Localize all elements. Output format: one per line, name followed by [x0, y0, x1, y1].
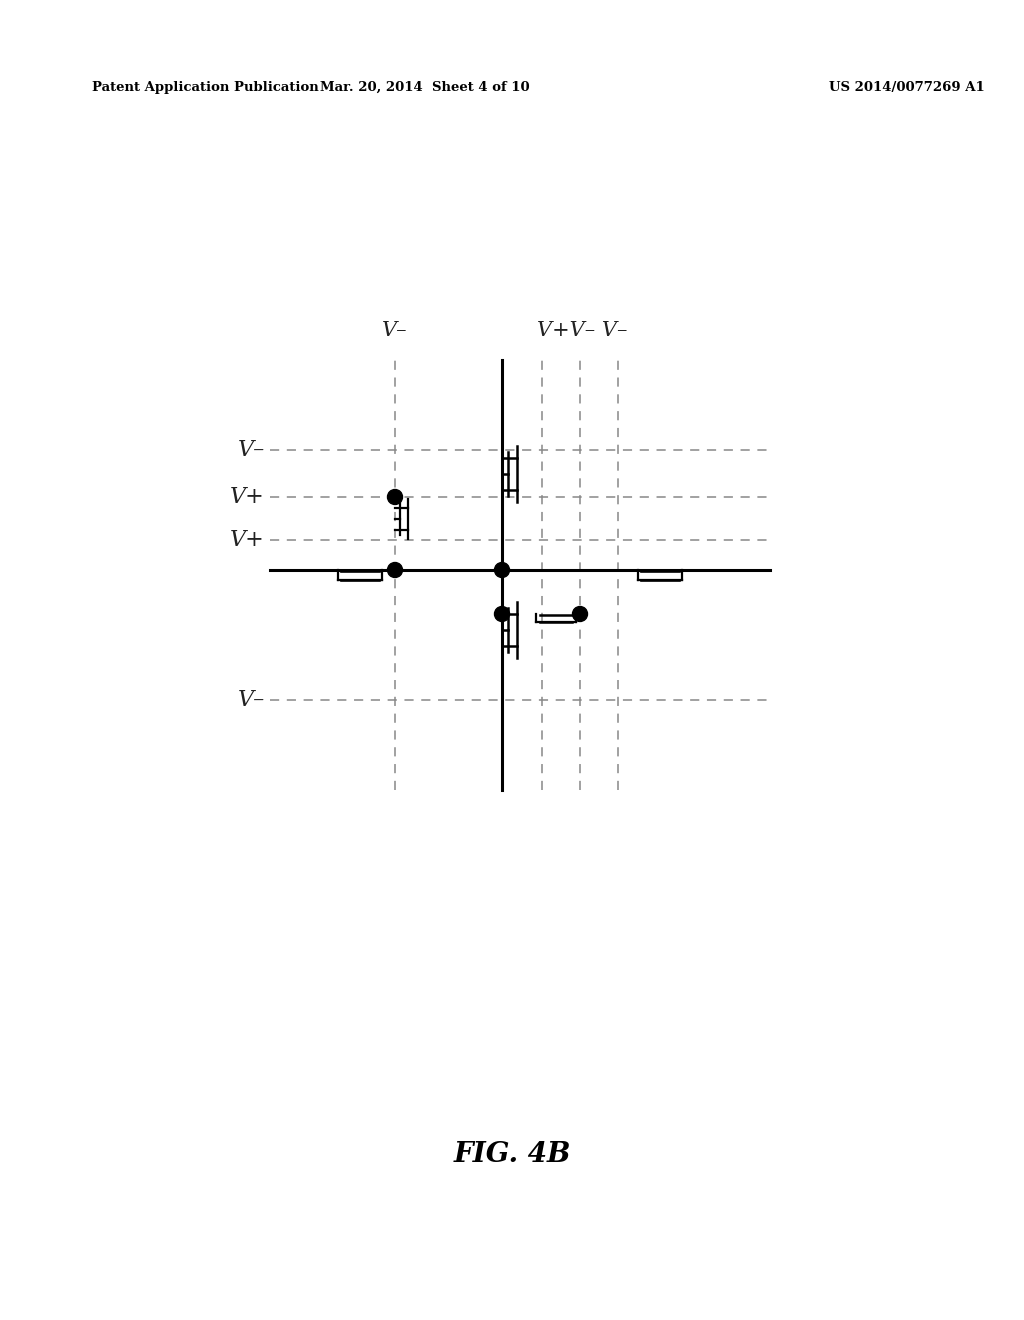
Circle shape	[387, 490, 402, 504]
Circle shape	[387, 562, 402, 578]
Text: Patent Application Publication: Patent Application Publication	[92, 81, 318, 94]
Text: Mar. 20, 2014  Sheet 4 of 10: Mar. 20, 2014 Sheet 4 of 10	[321, 81, 529, 94]
Circle shape	[572, 606, 588, 622]
Circle shape	[495, 562, 510, 578]
Text: V+: V+	[230, 486, 265, 508]
Text: V–: V–	[238, 689, 265, 711]
Text: V–: V–	[382, 321, 408, 341]
Text: US 2014/0077269 A1: US 2014/0077269 A1	[829, 81, 985, 94]
Text: V+V– V–: V+V– V–	[537, 321, 628, 341]
Text: FIG. 4B: FIG. 4B	[454, 1142, 570, 1168]
Text: V+: V+	[230, 529, 265, 550]
Circle shape	[495, 606, 510, 622]
Text: V–: V–	[238, 440, 265, 461]
